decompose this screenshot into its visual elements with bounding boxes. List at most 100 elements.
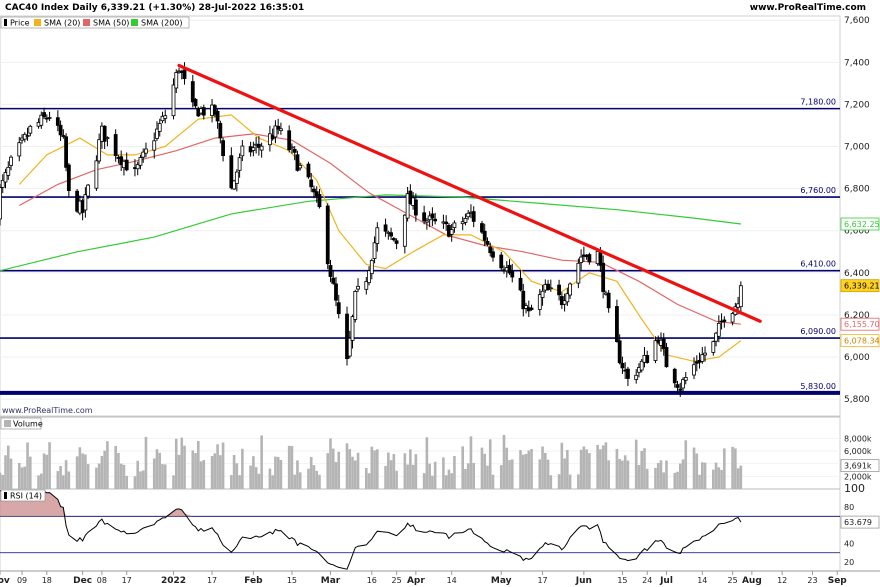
rsi-last-label: 63.679 (844, 518, 872, 527)
candle-body (485, 240, 490, 245)
candle-body (510, 271, 515, 278)
volume-bar (414, 454, 418, 489)
volume-bar (180, 437, 184, 489)
brand-link[interactable]: www.ProRealTime.com (749, 3, 866, 13)
volume-bar (541, 446, 544, 489)
volume-bar (97, 463, 101, 489)
volume-bar (17, 463, 21, 489)
date-tick-label: 14 (697, 576, 707, 585)
date-tick-label: Aug (742, 576, 762, 586)
candle-body (317, 194, 322, 208)
candle-body (113, 134, 118, 157)
volume-bar (684, 440, 688, 489)
candle-body (716, 322, 721, 337)
candle-body (309, 179, 314, 188)
candle-body (645, 355, 650, 363)
volume-bar (579, 449, 583, 489)
volume-bar (216, 444, 219, 489)
price-y-axis: 5,800 6,000 6,200 6,400 6,600 6,800 7,000 7,200… (844, 16, 870, 405)
candle-body (565, 293, 570, 303)
price-tick-label: 5,800 (844, 395, 870, 405)
volume-bar (370, 446, 374, 489)
volume-bar (599, 449, 602, 489)
price-tick-label: 7,600 (844, 16, 870, 26)
volume-bar (450, 473, 453, 489)
candle-body (383, 224, 388, 232)
candle-body (234, 171, 239, 184)
date-tick-label: Feb (244, 576, 263, 586)
volume-bar (1, 474, 5, 489)
candle-body (562, 300, 567, 305)
candle-body (557, 284, 561, 296)
candle-body (700, 354, 705, 362)
price-tick-label: 6,800 (844, 185, 870, 195)
candle-body (39, 114, 44, 126)
volume-bar (387, 452, 390, 489)
rsi-line (0, 490, 742, 570)
volume-bar (213, 453, 217, 489)
volume-bar (453, 455, 456, 489)
volume-bar (389, 460, 393, 489)
candle-body (444, 221, 449, 225)
volume-bar (20, 467, 24, 489)
price-legend: Price SMA (20) SMA (50) SMA (200) (0, 16, 190, 29)
volume-bar (717, 467, 721, 489)
value-badge-box (840, 279, 880, 293)
volume-bar (62, 475, 65, 489)
candle-body (325, 205, 330, 265)
volume-bar (607, 460, 610, 489)
volume-bar (241, 448, 244, 489)
volume-bar (703, 462, 707, 489)
value-badge-box (840, 217, 880, 231)
volume-bar (623, 455, 627, 489)
volume-bar (64, 460, 68, 489)
candle-body (17, 142, 22, 157)
candle-body (546, 283, 550, 290)
volume-bar (42, 453, 46, 489)
volume-bar (122, 464, 126, 489)
candle-body (518, 277, 523, 291)
prorealtime-watermark: www.ProRealTime.com (2, 406, 93, 415)
candle-body (157, 123, 162, 132)
volume-bar (637, 465, 641, 489)
candle-body (617, 340, 622, 364)
candle-body (692, 364, 696, 376)
candle-body (135, 164, 140, 170)
volume-bar (698, 474, 701, 489)
candle-body (391, 238, 396, 241)
candle-body (171, 84, 176, 117)
candle-body (661, 338, 666, 349)
candle-body (182, 69, 187, 80)
volume-bar (183, 445, 186, 489)
value-badge-label: 6,339.21 (844, 282, 880, 291)
candle-body (193, 98, 198, 107)
candle-body (529, 307, 534, 310)
volume-bar (210, 456, 214, 489)
candle-body (6, 166, 11, 176)
volume-bar (659, 460, 663, 489)
volume-bar (141, 470, 145, 489)
volume-bar (119, 463, 123, 489)
candle-body (405, 193, 410, 219)
volume-bar (260, 435, 263, 489)
date-tick-label: Jul (659, 576, 673, 586)
rsi-last-badge (840, 515, 880, 529)
volume-bar (442, 457, 445, 489)
volume-bar (392, 454, 396, 489)
volume-bar (563, 458, 566, 489)
candle-body (521, 290, 526, 310)
candle-body (422, 212, 427, 222)
date-tick-label: 17 (122, 576, 132, 585)
candle-body (83, 194, 88, 211)
candle-body (711, 341, 716, 353)
rsi-legend-label: RSI (14) (10, 492, 42, 501)
date-tick-label: Jun (575, 576, 592, 586)
volume-bar (152, 458, 156, 489)
candle-body (276, 125, 281, 130)
candle-body (229, 155, 234, 189)
volume-last-label: 3,691k (844, 462, 872, 471)
candle-body (221, 140, 225, 156)
candle-body (287, 130, 292, 151)
candle-body (449, 229, 454, 235)
rsi-tick-label: 20 (844, 558, 854, 567)
